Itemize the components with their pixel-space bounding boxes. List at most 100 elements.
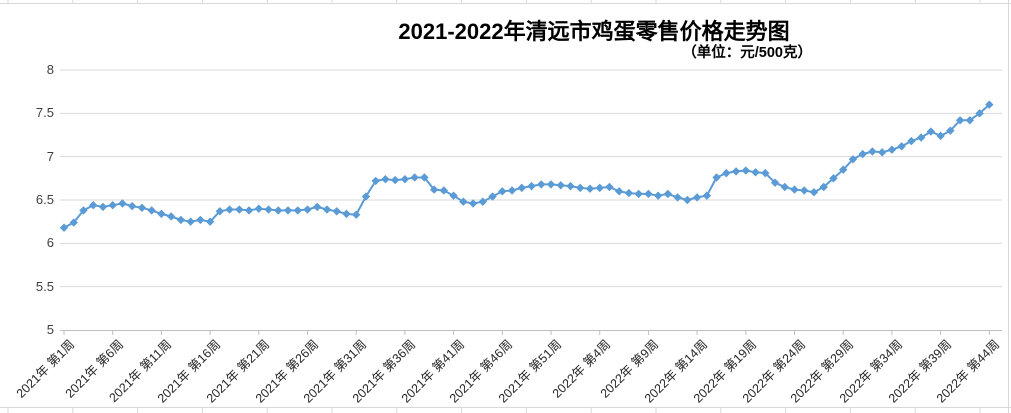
data-point-marker [400,175,410,184]
data-point-marker [381,175,390,184]
data-point-marker [196,215,205,225]
data-point-marker [653,191,663,200]
data-point-marker [342,209,351,219]
data-point-marker [634,189,643,199]
data-point-marker [722,168,731,178]
data-point-marker [868,147,877,156]
data-point-marker [839,165,848,174]
data-point-marker [537,180,546,189]
data-point-marker [829,174,838,183]
data-point-marker [313,202,322,212]
data-point-marker [741,166,750,175]
data-point-marker [517,183,526,193]
data-point-marker [390,175,400,185]
data-point-marker [546,180,556,189]
y-axis-tick-label: 5 [46,322,54,337]
data-point-marker [595,183,604,193]
data-point-marker [965,116,975,125]
data-point-marker [69,218,78,227]
data-point-marker [556,181,565,190]
data-point-marker [166,212,176,221]
data-point-marker [946,126,955,135]
data-point-marker [283,206,293,215]
data-point-marker [147,206,156,215]
data-point-marker [800,186,809,195]
data-point-marker [274,206,283,215]
data-point-marker [975,109,984,118]
data-point-marker [293,206,302,215]
data-point-marker [420,173,429,182]
data-point-marker [907,136,916,146]
data-point-marker [468,199,478,208]
data-point-marker [137,203,147,212]
data-point-marker [186,217,195,226]
data-point-marker [478,197,488,206]
data-point-marker [429,185,439,194]
data-point-marker [98,202,108,212]
y-axis-tick-label: 6 [46,235,54,251]
data-point-marker [157,209,166,219]
data-point-marker [751,168,760,177]
data-point-marker [926,127,936,136]
chart-title: 2021-2022年清远市鸡蛋零售价格走势图 [398,19,790,44]
data-point-marker [264,205,273,214]
data-point-marker [897,142,906,151]
data-point-marker [770,178,780,187]
data-point-marker [683,195,692,205]
data-point-marker [79,206,88,215]
data-point-marker [244,206,254,215]
data-point-marker [566,181,575,191]
data-point-marker [488,192,497,201]
data-point-marker [916,133,926,142]
data-point-marker [371,176,380,186]
data-point-marker [449,191,458,200]
data-point-marker [176,215,186,225]
data-point-marker [848,155,858,164]
data-point-marker [614,187,624,196]
data-point-marker [819,182,828,192]
data-point-marker [254,204,263,213]
data-point-marker [692,193,702,202]
data-point-marker [507,186,517,195]
data-point-marker [332,207,341,216]
y-axis-tick-label: 7 [46,148,54,164]
data-point-marker [790,185,799,194]
data-point-marker [985,100,994,109]
data-point-marker [215,207,225,216]
data-point-marker [303,205,312,214]
data-point-marker [877,148,887,157]
data-point-marker [663,189,673,199]
data-point-marker [410,173,419,182]
data-point-marker [955,116,965,125]
data-point-marker [108,201,117,210]
data-point-marker [858,149,867,159]
data-point-marker [761,168,770,178]
data-point-marker [605,182,614,192]
data-point-marker [118,199,127,208]
y-axis-tick-label: 6.5 [35,192,54,207]
y-axis-tick-label: 7.5 [35,105,54,121]
data-point-marker [527,181,536,191]
data-point-marker [89,201,98,210]
data-point-marker [936,131,945,141]
data-point-marker [702,191,712,200]
data-point-marker [459,197,468,206]
y-axis-tick-label: 8 [46,62,54,77]
data-point-marker [887,145,897,154]
data-point-marker [585,184,595,193]
data-point-marker [205,217,215,226]
data-point-marker [361,192,371,201]
y-axis-tick-label: 5.5 [35,278,54,294]
data-point-marker [322,205,332,214]
data-point-marker [498,187,507,196]
data-point-marker [225,205,234,214]
data-point-marker [644,189,653,199]
data-point-marker [59,223,69,232]
data-point-marker [576,183,585,193]
data-point-marker [127,201,137,211]
data-point-marker [731,167,741,176]
price-series-line [63,103,990,229]
data-point-marker [780,182,789,192]
